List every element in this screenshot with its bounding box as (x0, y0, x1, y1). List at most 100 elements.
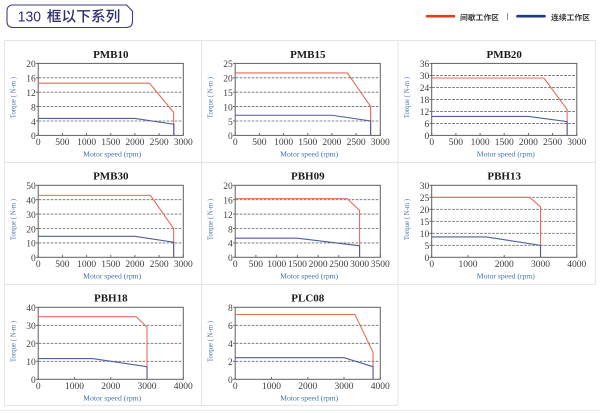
svg-text:4: 4 (31, 118, 36, 128)
svg-text:0: 0 (228, 132, 233, 142)
svg-text:20: 20 (26, 225, 36, 235)
svg-text:15: 15 (223, 89, 233, 99)
svg-text:30: 30 (26, 322, 36, 332)
svg-text:2000: 2000 (125, 138, 144, 148)
svg-text:20: 20 (26, 340, 36, 350)
svg-text:10: 10 (26, 358, 36, 368)
svg-text:10: 10 (26, 240, 36, 250)
svg-text:2000: 2000 (125, 260, 144, 270)
svg-text:20: 20 (223, 182, 233, 192)
svg-text:Torque ( N-m ): Torque ( N-m ) (10, 77, 17, 118)
svg-text:6: 6 (228, 322, 233, 332)
svg-text:40: 40 (26, 304, 36, 314)
svg-text:30: 30 (420, 72, 430, 82)
svg-text:Motor speed (rpm): Motor speed (rpm) (83, 149, 142, 158)
svg-text:1000: 1000 (459, 260, 478, 270)
svg-text:500: 500 (55, 260, 70, 270)
svg-text:30: 30 (26, 211, 36, 221)
svg-text:4: 4 (228, 240, 233, 250)
svg-text:2000: 2000 (298, 382, 317, 392)
svg-text:1000: 1000 (65, 382, 84, 392)
svg-text:5: 5 (424, 242, 429, 252)
svg-text:2000: 2000 (309, 260, 328, 270)
svg-text:0: 0 (31, 254, 36, 264)
svg-text:0: 0 (36, 138, 41, 148)
svg-text:PMB20: PMB20 (486, 49, 522, 61)
svg-text:20: 20 (420, 206, 430, 216)
svg-text:Torque ( N-m ): Torque ( N-m ) (10, 321, 17, 362)
svg-text:36: 36 (420, 60, 430, 70)
svg-text:40: 40 (26, 197, 36, 207)
svg-text:15: 15 (420, 218, 430, 228)
svg-text:PMB10: PMB10 (93, 49, 129, 61)
svg-text:30: 30 (420, 182, 430, 192)
svg-text:1000: 1000 (77, 260, 96, 270)
svg-text:25: 25 (223, 60, 233, 70)
svg-text:20: 20 (223, 75, 233, 85)
svg-text:PMB30: PMB30 (93, 171, 129, 183)
svg-text:2000: 2000 (322, 138, 341, 148)
svg-text:Motor speed (rpm): Motor speed (rpm) (280, 393, 339, 402)
svg-text:Motor speed (rpm): Motor speed (rpm) (477, 149, 536, 158)
svg-text:0: 0 (233, 260, 238, 270)
svg-text:16: 16 (223, 197, 233, 207)
svg-text:2500: 2500 (329, 260, 348, 270)
svg-text:2500: 2500 (150, 260, 169, 270)
svg-text:0: 0 (429, 138, 434, 148)
svg-text:0: 0 (228, 376, 233, 386)
svg-text:1500: 1500 (298, 138, 317, 148)
svg-text:12: 12 (26, 89, 36, 99)
svg-text:0: 0 (228, 254, 233, 264)
svg-text:6: 6 (424, 120, 429, 130)
svg-text:3000: 3000 (138, 382, 157, 392)
svg-text:Torque ( N-m ): Torque ( N-m ) (207, 77, 214, 118)
svg-text:3000: 3000 (174, 138, 193, 148)
svg-text:25: 25 (420, 194, 430, 204)
svg-text:2500: 2500 (543, 138, 562, 148)
svg-text:4000: 4000 (567, 260, 586, 270)
svg-text:1000: 1000 (262, 382, 281, 392)
svg-text:8: 8 (228, 304, 233, 314)
svg-text:500: 500 (252, 138, 267, 148)
svg-text:2000: 2000 (495, 260, 514, 270)
svg-text:16: 16 (26, 75, 36, 85)
svg-text:1500: 1500 (288, 260, 307, 270)
svg-text:2500: 2500 (347, 138, 366, 148)
svg-text:1500: 1500 (101, 138, 120, 148)
svg-text:0: 0 (36, 382, 41, 392)
svg-text:10: 10 (420, 230, 430, 240)
svg-text:0: 0 (31, 376, 36, 386)
svg-text:500: 500 (55, 138, 70, 148)
svg-text:3000: 3000 (350, 260, 369, 270)
svg-text:20: 20 (26, 60, 36, 70)
svg-text:2: 2 (228, 358, 233, 368)
svg-text:0: 0 (424, 132, 429, 142)
svg-text:50: 50 (26, 182, 36, 192)
svg-text:0: 0 (233, 138, 238, 148)
svg-text:0: 0 (233, 382, 238, 392)
svg-text:10: 10 (223, 103, 233, 113)
svg-text:PBH18: PBH18 (94, 293, 128, 305)
svg-text:24: 24 (420, 84, 430, 94)
svg-text:5: 5 (228, 118, 233, 128)
svg-text:PBH09: PBH09 (291, 171, 325, 183)
svg-text:2000: 2000 (519, 138, 538, 148)
svg-text:Motor speed (rpm): Motor speed (rpm) (280, 149, 339, 158)
svg-text:Torque ( N-m ): Torque ( N-m ) (404, 199, 411, 240)
svg-text:0: 0 (36, 260, 41, 270)
svg-text:1000: 1000 (274, 138, 293, 148)
svg-text:3000: 3000 (174, 260, 193, 270)
svg-text:2000: 2000 (101, 382, 120, 392)
svg-text:130: 130 (18, 9, 41, 25)
svg-text:2500: 2500 (150, 138, 169, 148)
svg-text:Torque ( N-m ): Torque ( N-m ) (207, 199, 214, 240)
svg-text:Motor speed (rpm): Motor speed (rpm) (280, 271, 339, 280)
svg-text:PMB15: PMB15 (290, 49, 326, 61)
svg-text:4000: 4000 (174, 382, 193, 392)
svg-text:12: 12 (420, 108, 430, 118)
svg-text:Motor speed (rpm): Motor speed (rpm) (83, 393, 142, 402)
svg-text:0: 0 (31, 132, 36, 142)
svg-text:500: 500 (249, 260, 264, 270)
svg-text:0: 0 (424, 254, 429, 264)
svg-text:Motor speed (rpm): Motor speed (rpm) (83, 271, 142, 280)
